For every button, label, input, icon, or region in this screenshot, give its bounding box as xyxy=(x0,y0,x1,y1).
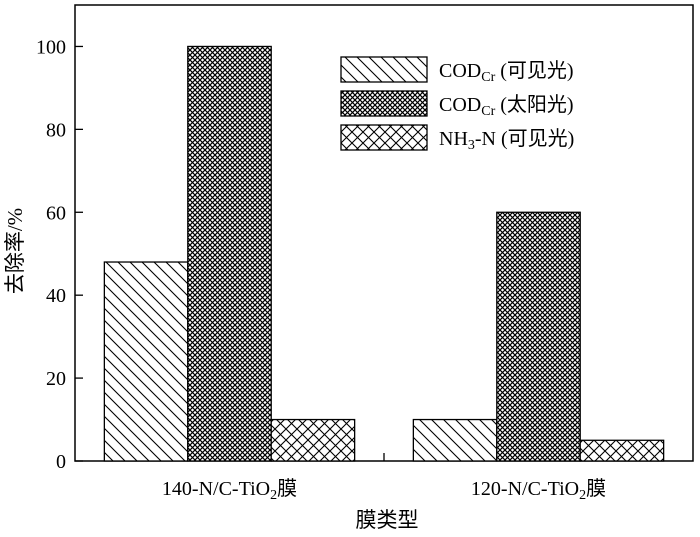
bar-1-series-3 xyxy=(270,418,356,462)
legend-label-3: NH3-N (可见光) xyxy=(439,127,574,153)
y-tick-label: 100 xyxy=(36,36,66,58)
x-tick-label-2: 120-N/C-TiO2膜 xyxy=(471,477,606,503)
x-tick-label-1: 140-N/C-TiO2膜 xyxy=(162,477,297,503)
bar-2-series-1 xyxy=(412,418,498,462)
legend: CODCr (可见光) CODCr (太阳光) NH3-N (可见光) xyxy=(340,56,574,153)
y-tick-label: 0 xyxy=(56,451,66,473)
axes: 0 20 40 60 80 100 140-N/C-TiO2膜 120-N/C-TiO2膜 xyxy=(36,36,606,502)
y-tick-label: 40 xyxy=(46,285,66,307)
bar-1-series-1 xyxy=(103,261,189,462)
bars xyxy=(103,45,665,462)
legend-label-2: CODCr (太阳光) xyxy=(439,93,574,119)
x-axis-title: 膜类型 xyxy=(356,508,419,532)
bar-1-series-2 xyxy=(187,45,272,462)
bar-2-series-2 xyxy=(496,211,581,462)
y-tick-label: 80 xyxy=(46,119,66,141)
legend-swatch-3 xyxy=(340,124,428,151)
legend-swatch-1 xyxy=(340,56,428,83)
legend-label-1: CODCr (可见光) xyxy=(439,59,574,85)
legend-swatch-2 xyxy=(340,90,428,117)
y-axis-title: 去除率/% xyxy=(3,208,27,294)
bar-2-series-3 xyxy=(579,439,665,462)
y-tick-label: 20 xyxy=(46,368,66,390)
y-tick-label: 60 xyxy=(46,202,66,224)
